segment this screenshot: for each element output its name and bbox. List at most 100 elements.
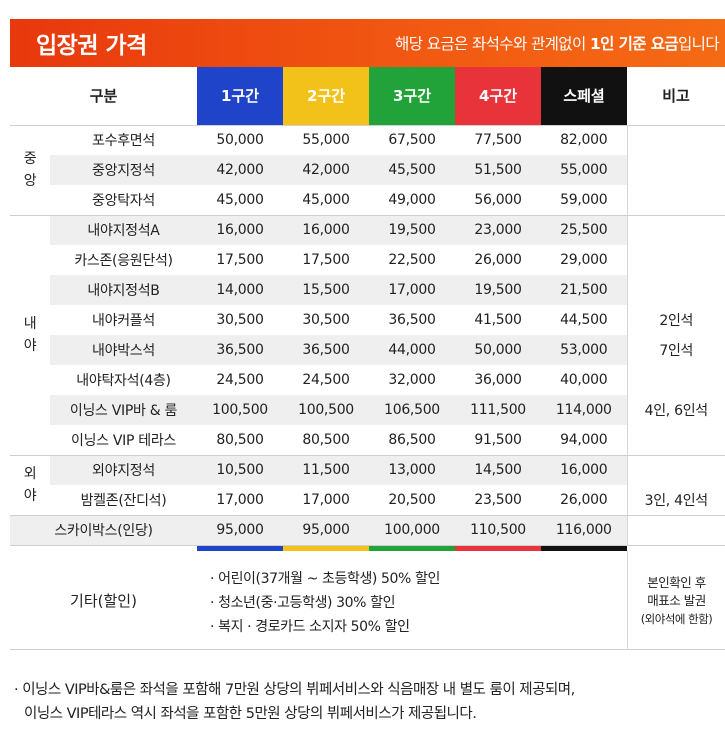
price-cell: 20,500 bbox=[388, 491, 436, 508]
price-cell: 29,000 bbox=[560, 252, 608, 268]
price-cell: 25,500 bbox=[541, 214, 628, 245]
price-cell: 17,500 bbox=[302, 252, 350, 268]
price-cell: 44,000 bbox=[369, 335, 456, 365]
price-cell: 19,500 bbox=[369, 214, 456, 245]
price-cell: 56,000 bbox=[474, 191, 522, 208]
seat-name: 내야커플석 bbox=[92, 313, 155, 329]
price-cell: 86,500 bbox=[388, 431, 436, 448]
remark-cell: 4인, 6인석 bbox=[626, 395, 725, 425]
group-label: 외 야 bbox=[10, 454, 50, 515]
price-cell: 100,500 bbox=[283, 395, 370, 425]
remark-cell bbox=[626, 245, 725, 275]
price-cell: 40,000 bbox=[560, 372, 608, 388]
price-cell: 45,000 bbox=[302, 191, 350, 208]
remark-cell bbox=[626, 425, 725, 455]
price-cell: 36,500 bbox=[283, 335, 370, 365]
group-label: 중 앙 bbox=[10, 124, 50, 215]
remark-cell bbox=[626, 124, 725, 155]
remark-cell bbox=[626, 155, 725, 185]
group-label-text: 외 야 bbox=[23, 466, 37, 504]
price-cell: 13,000 bbox=[369, 454, 456, 485]
footnote: · 이닝스 VIP바&룸은 좌석을 포함해 7만원 상당의 뷔페서비스와 식음매… bbox=[14, 678, 575, 726]
table-row: 내야커플석 30,500 30,500 36,500 41,500 44,500… bbox=[10, 305, 725, 335]
price-cell: 16,000 bbox=[541, 454, 628, 485]
header-zone-4: 4구간 bbox=[455, 67, 542, 125]
table-row: 밤켈존(잔디석) 17,000 17,000 20,500 23,500 26,… bbox=[10, 485, 725, 515]
table-row: 내 야 내야지정석A 16,000 16,000 19,500 23,000 2… bbox=[10, 214, 725, 455]
price-cell: 14,500 bbox=[455, 454, 542, 485]
header-zone-2: 2구간 bbox=[283, 67, 370, 125]
price-cell: 16,000 bbox=[283, 214, 370, 245]
banner-note-suffix: 입니다 bbox=[678, 35, 720, 53]
remark-cell bbox=[626, 214, 725, 245]
banner-title: 입장권 가격 bbox=[36, 33, 147, 59]
discount-note-line2: 매표소 발권 bbox=[647, 592, 706, 608]
header-zone-3: 3구간 bbox=[369, 67, 456, 125]
seat-name: 내야지정석A bbox=[50, 214, 198, 245]
group-outfield: 외 야 외야지정석 10,500 11,500 13,000 14,500 16… bbox=[10, 454, 725, 515]
price-cell: 41,500 bbox=[474, 312, 522, 328]
banner-note-prefix: 해당 요금은 좌석수와 관계없이 bbox=[395, 35, 590, 53]
discount-note-line3: (외야석에 한함) bbox=[640, 611, 713, 626]
group-infield: 내 야 내야지정석A 16,000 16,000 19,500 23,000 2… bbox=[10, 214, 725, 455]
remark-cell bbox=[626, 185, 725, 215]
price-cell: 26,000 bbox=[474, 252, 522, 268]
remark-cell: 3인, 4인석 bbox=[626, 485, 725, 515]
price-cell: 21,500 bbox=[541, 275, 628, 305]
price-cell: 11,500 bbox=[283, 454, 370, 485]
seat-name: 포수후면석 bbox=[50, 124, 198, 155]
zone-special-strip bbox=[541, 546, 627, 551]
price-cell: 111,500 bbox=[455, 395, 542, 425]
remark-cell bbox=[626, 365, 725, 395]
price-cell: 50,000 bbox=[197, 124, 284, 155]
discount-item: · 복지 · 경로카드 소지자 50% 할인 bbox=[210, 619, 410, 635]
price-cell: 44,500 bbox=[560, 312, 608, 328]
price-cell: 51,500 bbox=[455, 155, 542, 185]
remark-cell: 7인석 bbox=[626, 335, 725, 365]
header-remark: 비고 bbox=[627, 67, 725, 125]
group-label-text: 중 앙 bbox=[23, 151, 37, 189]
discount-item: · 어린이(37개월 ~ 초등학생) 50% 할인 bbox=[210, 571, 440, 587]
price-cell: 36,500 bbox=[388, 312, 436, 328]
remark-cell bbox=[626, 275, 725, 305]
zone-4-strip bbox=[455, 546, 541, 551]
zone-2-strip bbox=[283, 546, 369, 551]
group-label-text: 내 야 bbox=[23, 316, 37, 354]
remark-cell bbox=[626, 514, 725, 546]
seat-name: 밤켈존(잔디석) bbox=[80, 492, 167, 509]
table-row: 내야지정석B 14,000 15,500 17,000 19,500 21,50… bbox=[10, 275, 725, 305]
price-banner: 입장권 가격 해당 요금은 좌석수와 관계없이 1인 기준 요금입니다 bbox=[10, 19, 725, 67]
price-cell: 10,500 bbox=[197, 454, 284, 485]
price-cell: 42,000 bbox=[283, 155, 370, 185]
price-cell: 14,000 bbox=[197, 275, 284, 305]
zone-1-strip bbox=[197, 546, 283, 551]
table-row: 스카이박스(인당) 95,000 95,000 100,000 110,500 … bbox=[10, 514, 725, 546]
price-cell: 45,000 bbox=[216, 191, 264, 208]
price-cell: 59,000 bbox=[560, 191, 608, 208]
header-zone-1: 1구간 bbox=[197, 67, 284, 125]
header-category: 구분 bbox=[10, 67, 198, 125]
price-cell: 116,000 bbox=[541, 514, 628, 546]
price-cell: 26,000 bbox=[560, 491, 608, 508]
table-row: 이닝스 VIP 테라스 80,500 80,500 86,500 91,500 … bbox=[10, 425, 725, 455]
table-header-row: 구분 1구간 2구간 3구간 4구간 스페셜 비고 bbox=[10, 67, 725, 125]
price-cell: 49,000 bbox=[388, 191, 436, 208]
footnote-line2: 이닝스 VIP테라스 역시 좌석을 포함한 5만원 상당의 뷔페서비스가 제공됩… bbox=[24, 706, 477, 722]
price-cell: 30,500 bbox=[302, 312, 350, 328]
price-cell: 100,500 bbox=[197, 395, 284, 425]
price-table: 구분 1구간 2구간 3구간 4구간 스페셜 비고 중 앙 포수후면석 50,0… bbox=[10, 67, 725, 546]
table-row: 내야박스석 36,500 36,500 44,000 50,000 53,000… bbox=[10, 335, 725, 365]
seat-name: 카스존(응원단석) bbox=[74, 253, 173, 269]
banner-note-bold: 1인 기준 요금 bbox=[589, 35, 679, 53]
price-cell: 23,000 bbox=[455, 214, 542, 245]
seat-name: 내야지정석B bbox=[50, 275, 198, 305]
seat-name: 이닝스 VIP바 & 룸 bbox=[50, 395, 198, 425]
group-center: 중 앙 포수후면석 50,000 55,000 67,500 77,500 82… bbox=[10, 124, 725, 215]
table-row: 중 앙 포수후면석 50,000 55,000 67,500 77,500 82… bbox=[10, 124, 725, 215]
price-cell: 42,000 bbox=[197, 155, 284, 185]
table-row: 중앙탁자석 45,000 45,000 49,000 56,000 59,000 bbox=[10, 185, 725, 215]
price-cell: 17,000 bbox=[369, 275, 456, 305]
price-cell: 94,000 bbox=[560, 431, 608, 448]
price-cell: 91,500 bbox=[474, 431, 522, 448]
seat-name: 중앙지정석 bbox=[50, 155, 198, 185]
